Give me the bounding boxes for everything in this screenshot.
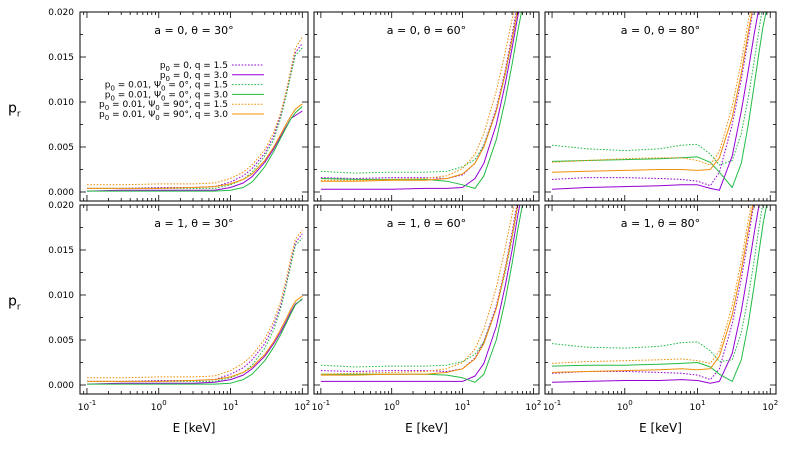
series-line-s2 [320,205,521,382]
series-line-s3 [551,12,763,166]
y-axis-label: pr [8,101,21,120]
plot-frame [544,204,777,395]
plot-frame [79,204,309,395]
series-line-s6 [320,205,519,376]
panel-title: a = 0, θ = 30° [154,24,233,37]
x-tick-label: 101 [223,399,239,413]
series-line-s6 [87,103,303,189]
legend-label: p0 = 0, q = 3.0 [160,71,228,83]
series-line-s5 [551,12,751,166]
y-tick-label: 0.015 [48,53,74,63]
series-line-s1 [87,233,303,382]
series-line-s2 [86,110,303,192]
x-tick-label: 100 [151,399,167,413]
y-tick-label: 0.010 [48,291,74,301]
series-line-s5 [87,36,303,186]
series-line-s2 [86,299,303,385]
legend-label: p0 = 0.01, Ψ0 = 0°, q = 3.0 [105,90,229,102]
plot-frame [313,204,540,395]
x-tick-label: 101 [455,399,471,413]
series-line-s3 [87,237,303,382]
series-line-s5 [320,205,515,375]
series-line-s3 [551,205,764,363]
series-line-s3 [87,47,303,189]
panel-title: a = 1, θ = 30° [154,217,233,230]
y-tick-label: 0.020 [48,201,74,211]
x-tick-label: 10-1 [312,399,330,413]
panel-1: a = 0, θ = 30° 0.000 0.005 0.010 0.015 0.020 p… [8,8,309,202]
x-axis-label: E [keV] [405,421,448,435]
panel-2: a = 0, θ = 60° [313,11,540,202]
legend-label: p0 = 0, q = 1.5 [160,61,228,73]
legend-label: p0 = 0.01, Ψ0 = 90°, q = 1.5 [99,100,228,112]
series-line-s2 [551,205,760,384]
series-line-s1 [551,12,754,187]
y-tick-label: 0.005 [48,336,74,346]
series-line-s4 [551,205,768,382]
series-line-s1 [551,205,755,381]
x-tick-label: 102 [525,399,541,413]
series-line-s6 [320,12,518,182]
series-line-s4 [551,12,767,188]
panel-title: a = 1, θ = 80° [621,217,700,230]
series-line-s5 [551,205,752,364]
series-line-s2 [551,12,759,191]
x-tick-label: 101 [690,399,706,413]
panel-6: a = 1, θ = 80° 10-1 100 101 102 E [keV] [543,204,778,435]
x-tick-label: 102 [294,399,310,413]
x-tick-label: 100 [617,399,633,413]
panel-title: a = 0, θ = 80° [621,24,700,37]
panel-title: a = 0, θ = 60° [387,24,466,37]
series-line-s4 [87,106,303,192]
series-line-s5 [87,229,303,379]
series-line-s6 [551,12,753,173]
legend-label: p0 = 0.01, Ψ0 = 90°, q = 3.0 [99,110,228,122]
plot-frame [313,11,540,202]
panel-title: a = 1, θ = 60° [387,217,466,230]
y-tick-label: 0.000 [48,188,74,198]
x-tick-label: 10-1 [543,399,561,413]
y-tick-label: 0.000 [48,381,74,391]
panel-4: a = 1, θ = 30° 0.000 0.005 0.010 0.015 0.020 p… [8,201,310,435]
x-tick-label: 10-1 [78,399,96,413]
plot-frame [544,11,777,202]
x-tick-label: 100 [384,399,400,413]
y-axis-label: pr [8,294,21,313]
series-line-s3 [320,12,518,174]
series-line-s6 [87,295,303,382]
series-line-s1 [87,43,303,189]
y-tick-label: 0.015 [48,246,74,256]
series-line-s3 [320,205,519,368]
plot-frame [79,11,309,202]
series-line-s4 [87,298,303,385]
ticks [79,204,308,394]
legend-label: p0 = 0.01, Ψ0 = 0°, q = 1.5 [105,81,228,93]
x-tick-label: 102 [762,399,778,413]
series-line-s2 [320,12,520,190]
legend: p0 = 0, q = 1.5p0 = 0, q = 3.0p0 = 0.01,… [99,61,264,122]
ticks [544,11,776,201]
panel-5: a = 1, θ = 60° 10-1 100 101 102 E [keV] [312,204,541,435]
series-line-s6 [551,205,754,373]
y-tick-label: 0.020 [48,8,74,18]
series-line-s4 [320,205,523,383]
x-axis-label: E [keV] [639,421,682,435]
series-line-s1 [320,205,518,372]
x-axis-label: E [keV] [173,421,216,435]
ticks [313,204,539,394]
y-tick-label: 0.005 [48,143,74,153]
series-line-s4 [320,12,523,189]
panel-3: a = 0, θ = 80° [544,11,777,202]
y-tick-label: 0.010 [48,98,74,108]
